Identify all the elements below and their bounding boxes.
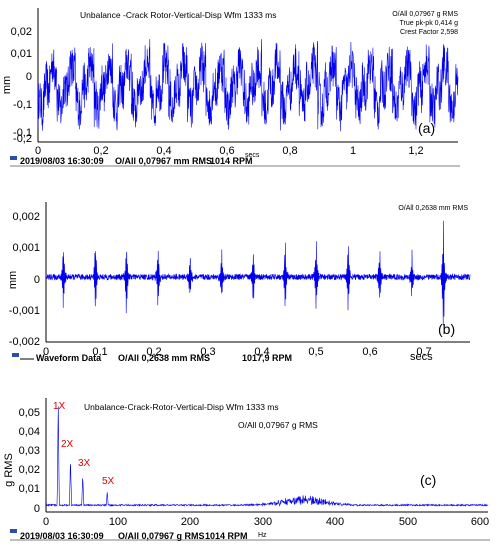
panel-c-xtick-5: 500 bbox=[399, 516, 417, 528]
panel-b-xtick-2: 0,2 bbox=[146, 346, 161, 358]
panel-a-ytick-5: -0,2 bbox=[13, 133, 32, 145]
panel-a-xtick-0: 0 bbox=[35, 145, 41, 157]
panel-c-peak-1x: 1X bbox=[53, 401, 66, 412]
panel-a-ytick-0: 0,02 bbox=[11, 26, 32, 38]
panel-a-xtick-6: 1,2 bbox=[408, 145, 423, 157]
panel-c-xtick-2: 200 bbox=[181, 516, 199, 528]
panel-a-title: Unbalance -Crack Rotor-Vertical-Disp Wfm… bbox=[80, 10, 277, 20]
panel-a-xtick-2: 0,4 bbox=[156, 145, 171, 157]
panel-a-xlabel: secs bbox=[245, 152, 260, 159]
panel-c-ytick-5: 0 bbox=[34, 503, 40, 515]
panel-c-letter: (c) bbox=[420, 472, 436, 488]
panel-b-series bbox=[45, 220, 471, 326]
panel-a-xtick-4: 0,8 bbox=[282, 145, 297, 157]
panel-c-ytick-1: 0,04 bbox=[19, 426, 40, 438]
panel-c-ytick-4: 0,01 bbox=[19, 483, 40, 495]
panel-b-footer-overall: O/All 0,2638 mm RMS bbox=[118, 353, 210, 363]
panel-c-peak-5x: 5X bbox=[102, 476, 115, 487]
panel-a: Unbalance -Crack Rotor-Vertical-Disp Wfm… bbox=[1, 8, 460, 167]
panel-a-ytick-2: 0 bbox=[26, 71, 32, 83]
panel-b-ytick-2: 0 bbox=[34, 274, 40, 286]
panel-c-footer-date: 2019/08/03 16:30:09 bbox=[20, 531, 104, 541]
panel-b-ytick-4: -0,002 bbox=[9, 336, 40, 348]
panel-b-xtick-0: 0 bbox=[43, 346, 49, 358]
panel-b-xtick-7: 0,7 bbox=[416, 346, 431, 358]
panel-c-xtick-6: 600 bbox=[471, 516, 489, 528]
panel-a-footer-date: 2019/08/03 16:30:09 bbox=[20, 156, 104, 166]
panel-a-footer-overall: O/All 0,07967 mm RMS bbox=[115, 156, 212, 166]
panel-c-xtick-1: 100 bbox=[109, 516, 127, 528]
panel-c-xtick-3: 300 bbox=[254, 516, 272, 528]
panel-b-footer-icon bbox=[12, 353, 19, 357]
panel-a-info-2: True pk-pk 0,414 g bbox=[400, 20, 459, 27]
panel-b-xtick-3: 0,3 bbox=[200, 346, 215, 358]
panel-a-xtick-3: 0,6 bbox=[219, 145, 234, 157]
panel-c-title: Unbalance-Crack-Rotor-Vertical-Disp Wfm … bbox=[84, 402, 279, 412]
panel-c-ytick-0: 0,05 bbox=[19, 407, 40, 419]
panel-b-xlabel: secs bbox=[410, 351, 433, 363]
panel-b-xtick-4: 0,4 bbox=[254, 346, 269, 358]
panel-c-peak-2x: 2X bbox=[61, 439, 74, 450]
panel-c-footer-icon bbox=[10, 529, 17, 533]
panel-c-ylabel: g RMS bbox=[3, 453, 15, 487]
panel-b-xtick-6: 0,6 bbox=[362, 346, 377, 358]
panel-c-ytick-3: 0,02 bbox=[19, 464, 40, 476]
panel-b-ytick-1: 0,001 bbox=[12, 242, 40, 254]
panel-c-peak-3x: 3X bbox=[78, 458, 91, 469]
panel-c-xtick-0: 0 bbox=[43, 516, 49, 528]
panel-a-ytick-1: 0,01 bbox=[11, 48, 32, 60]
panel-b-ylabel: mm bbox=[7, 271, 19, 289]
panel-b-info-1: O/All 0,2638 mm RMS bbox=[398, 205, 468, 212]
panel-b-footer-label: Waveform Data bbox=[36, 353, 102, 363]
panel-a-ylabel: mm bbox=[1, 76, 13, 94]
panel-b: O/All 0,2638 mm RMS 0,002 0,001 0 -0,001… bbox=[7, 202, 471, 363]
panel-a-letter: (a) bbox=[418, 120, 435, 136]
panel-a-ytick-4: -0,1 bbox=[13, 127, 32, 139]
panel-a-info-1: O/All 0,07967 g RMS bbox=[392, 11, 458, 18]
panel-a-info-3: Crest Factor 2,598 bbox=[400, 29, 458, 36]
panel-c-ytick-2: 0,03 bbox=[19, 445, 40, 457]
panel-a-footer-speed: 1014 RPM bbox=[210, 156, 253, 166]
panel-c-info-1: O/All 0,07967 g RMS bbox=[238, 420, 318, 430]
panel-c-xlabel: Hz bbox=[258, 532, 267, 539]
panel-a-ytick-3: -0,1 bbox=[13, 99, 32, 111]
panel-b-letter: (b) bbox=[438, 321, 455, 337]
panel-b-xtick-5: 0,5 bbox=[308, 346, 323, 358]
panel-a-xtick-5: 1 bbox=[350, 145, 356, 157]
panel-c-footer-speed: 1014 RPM bbox=[205, 531, 248, 541]
panel-c-xtick-4: 400 bbox=[326, 516, 344, 528]
panel-a-series bbox=[37, 39, 459, 132]
panel-c: Unbalance-Crack-Rotor-Vertical-Disp Wfm … bbox=[3, 398, 490, 541]
panel-c-series bbox=[45, 406, 489, 508]
panel-b-xtick-1: 0,1 bbox=[92, 346, 107, 358]
panel-b-ytick-3: -0,001 bbox=[9, 305, 40, 317]
panel-a-footer-icon bbox=[10, 156, 17, 160]
panel-a-xtick-1: 0,2 bbox=[93, 145, 108, 157]
panel-c-footer-overall: O/All 0,07967 g RMS bbox=[118, 531, 205, 541]
panel-b-footer-speed: 1017,9 RPM bbox=[242, 353, 292, 363]
panel-b-ytick-0: 0,002 bbox=[12, 211, 40, 223]
